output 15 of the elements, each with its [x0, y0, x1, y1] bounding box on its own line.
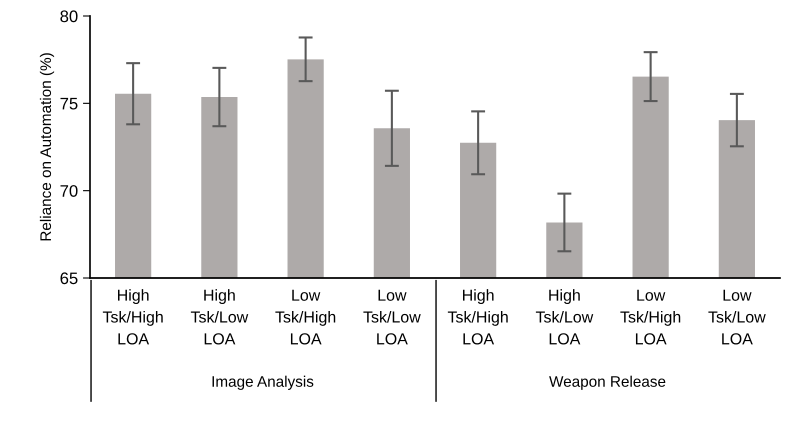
x-tick-label: High Tsk/Low LOA — [190, 289, 248, 345]
text: Weapon Release — [549, 376, 666, 390]
x-tick-label: High Tsk/High LOA — [448, 289, 508, 345]
y-axis-title: Reliance on Automation (%) — [40, 53, 54, 240]
y-tick-label: 80 — [60, 10, 78, 22]
x-tick-label: Low Tsk/Low LOA — [363, 290, 421, 345]
text: Image Analysis — [212, 376, 314, 390]
y-tick-label: 70 — [60, 185, 78, 197]
y-tick-label: 75 — [60, 98, 78, 110]
x-tick-label: Low Tsk/High LOA — [275, 290, 336, 345]
x-tick-label: High Tsk/Low LOA — [536, 289, 594, 345]
x-tick-label: Low Tsk/High LOA — [620, 290, 680, 345]
x-tick-label: Low Tsk/Low LOA — [708, 290, 766, 345]
x-tick-label: High Tsk/High LOA — [102, 289, 163, 345]
y-tick-label: 65 — [60, 272, 78, 284]
